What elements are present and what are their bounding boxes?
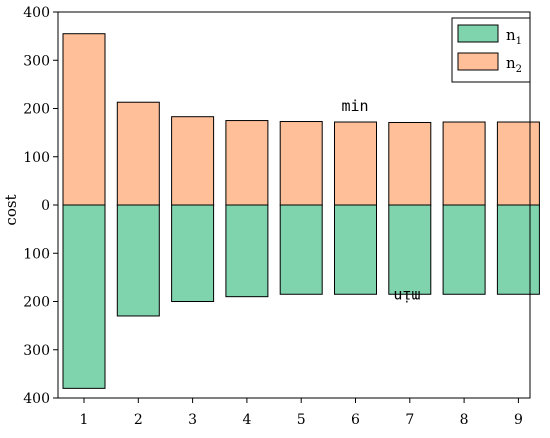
y-tick-label: 400 (23, 391, 50, 407)
bar-n2-4 (225, 120, 269, 206)
bar-n2-2 (116, 101, 160, 206)
x-tick-label: 2 (134, 412, 143, 428)
y-axis-label: cost (2, 194, 20, 225)
svg-text:min: min (341, 97, 368, 115)
bar-n2-9 (496, 121, 540, 206)
y-tick-label: 200 (23, 102, 50, 118)
bar-n1-7 (388, 204, 432, 295)
x-tick-label: 3 (188, 412, 197, 428)
x-tick-label: 5 (297, 412, 306, 428)
y-tick-label: 100 (23, 246, 50, 262)
bar-n1-2 (116, 204, 160, 317)
x-tick-label: 6 (351, 412, 360, 428)
bar-n2-8 (442, 121, 486, 206)
min-annotation-bottom: min (393, 287, 420, 305)
x-tick-label: 9 (514, 412, 523, 428)
x-axis-ticks: 1 2 3 4 5 6 7 8 9 (80, 398, 523, 428)
legend-swatch-n1 (457, 24, 499, 43)
x-tick-label: 7 (405, 412, 414, 428)
y-tick-label: 200 (23, 295, 50, 311)
y-axis-ticks: 400 300 200 100 0 100 200 300 400 (23, 5, 58, 407)
svg-text:min: min (393, 287, 420, 305)
bar-n1-4 (225, 204, 269, 298)
bars-group (62, 33, 540, 389)
bar-n1-1 (62, 204, 106, 389)
bar-n2-6 (334, 121, 377, 206)
y-tick-label: 300 (23, 343, 50, 359)
bar-n2-5 (279, 121, 323, 206)
y-tick-label: 100 (23, 150, 50, 166)
bar-n1-3 (171, 204, 215, 302)
y-tick-label: 0 (41, 198, 50, 214)
legend-label-n1: n1 (506, 26, 522, 47)
x-tick-label: 4 (242, 412, 251, 428)
min-annotation-top: min (341, 97, 368, 115)
x-tick-label: 1 (80, 412, 89, 428)
bar-n1-9 (496, 204, 540, 295)
y-tick-label: 400 (23, 5, 50, 21)
legend-label-n2: n2 (506, 54, 522, 75)
bar-n2-1 (62, 33, 106, 206)
bar-n2-7 (388, 121, 432, 206)
x-tick-label: 8 (460, 412, 469, 428)
bar-n1-8 (442, 204, 486, 295)
bar-n1-6 (334, 204, 377, 295)
y-tick-label: 300 (23, 53, 50, 69)
legend-swatch-n2 (457, 52, 499, 71)
bar-n1-5 (279, 204, 323, 295)
bar-n2-3 (171, 116, 215, 206)
legend: n1 n2 (451, 17, 531, 83)
